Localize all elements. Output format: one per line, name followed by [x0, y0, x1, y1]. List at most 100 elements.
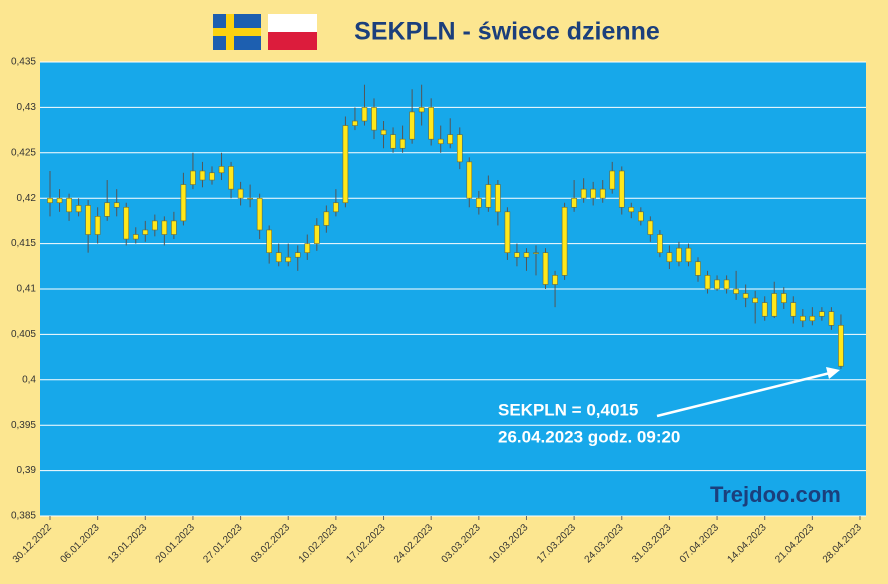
candle-body	[294, 252, 301, 258]
candle-body	[123, 206, 130, 240]
candle-body	[199, 170, 206, 181]
y-tick-label: 0,425	[11, 147, 36, 158]
candle-body	[94, 216, 101, 235]
candle-body	[56, 197, 63, 204]
candle-body	[533, 252, 539, 254]
candle-body	[333, 202, 339, 213]
candle-body	[828, 311, 835, 326]
flag-sweden	[213, 14, 261, 50]
candle-body	[647, 220, 654, 235]
candle-body	[742, 293, 749, 299]
candle-body	[514, 252, 520, 258]
candle-body	[599, 188, 606, 199]
candle-body	[618, 170, 625, 208]
candle-body	[800, 315, 806, 322]
candle-body	[638, 211, 644, 222]
candle-body	[152, 220, 158, 231]
candle-body	[761, 302, 768, 317]
candle-body	[314, 225, 320, 244]
candle-body	[132, 234, 139, 240]
candle-body	[209, 172, 215, 181]
candle-body	[628, 206, 635, 213]
candle-body	[371, 107, 377, 131]
y-tick-label: 0,405	[11, 329, 36, 340]
candle-body	[476, 197, 482, 208]
candle-body	[285, 256, 292, 263]
candle-body	[66, 197, 72, 213]
candle-body	[390, 134, 396, 149]
candle-body	[561, 206, 568, 276]
candle-body	[609, 170, 616, 190]
candle-body	[342, 125, 349, 204]
candle-body	[657, 234, 663, 253]
annotation: 26.04.2023 godz. 09:20	[498, 427, 680, 446]
annotation-arrow	[656, 367, 840, 418]
candle-body	[723, 279, 730, 290]
candle-body	[266, 229, 272, 253]
candle-body	[190, 170, 196, 185]
candle-body	[171, 220, 177, 235]
candle-body	[161, 220, 168, 235]
candle-body	[819, 311, 825, 317]
candle-body	[523, 252, 530, 258]
y-tick-label: 0,42	[17, 193, 37, 204]
y-tick-label: 0,395	[11, 420, 36, 431]
candle-body	[542, 252, 549, 285]
candle-body	[380, 129, 387, 135]
candle-body	[447, 134, 454, 145]
candle-body	[409, 111, 415, 140]
candle-body	[85, 205, 91, 235]
y-tick-label: 0,415	[11, 238, 36, 249]
logo: Trejdoo.com	[710, 482, 841, 507]
candle-body	[228, 166, 234, 190]
candle-body	[685, 247, 692, 263]
candle-body	[304, 243, 311, 253]
candle-body	[704, 275, 711, 290]
candle-body	[275, 252, 282, 263]
candle-body	[580, 188, 587, 199]
candle-body	[75, 205, 82, 213]
candle-body	[256, 197, 263, 231]
candle-body	[590, 188, 596, 199]
y-tick-label: 0,43	[17, 102, 37, 113]
candle-body	[790, 302, 797, 317]
candle-body	[466, 161, 473, 199]
candle-body	[733, 288, 739, 294]
candle-body	[571, 197, 577, 208]
y-tick-label: 0,385	[11, 511, 36, 522]
candle-body	[418, 107, 425, 113]
candle-body	[399, 138, 406, 149]
y-tick-label: 0,4	[22, 374, 36, 385]
flag-poland	[268, 14, 317, 50]
candle-body	[780, 293, 787, 303]
candle-body	[104, 202, 110, 217]
candle-body	[838, 325, 844, 367]
candle-body	[695, 261, 701, 276]
candle-body	[47, 197, 53, 204]
candle-body	[485, 184, 492, 208]
candle-body	[552, 275, 558, 285]
candle-body	[180, 184, 187, 222]
candle-body	[218, 166, 225, 174]
candle-body	[504, 211, 511, 253]
candle-body	[752, 297, 758, 303]
candle-body	[809, 315, 816, 322]
candle-body	[714, 279, 720, 290]
candle-body	[437, 138, 444, 145]
candle-body	[323, 211, 330, 226]
candle-body	[361, 107, 368, 122]
candle-body	[771, 293, 778, 317]
candle-body	[247, 197, 253, 200]
y-tick-label: 0,39	[17, 465, 37, 476]
candle-body	[142, 229, 149, 235]
annotation: SEKPLN = 0,4015	[498, 400, 638, 419]
candle-body	[113, 202, 120, 208]
chart-title: SEKPLN - świece dzienne	[354, 18, 660, 46]
y-tick-label: 0,41	[17, 284, 37, 295]
candle-body	[237, 188, 244, 199]
y-tick-label: 0,435	[11, 57, 36, 68]
candle-body	[352, 120, 358, 126]
candle-body	[428, 107, 434, 140]
candle-body	[456, 134, 463, 163]
